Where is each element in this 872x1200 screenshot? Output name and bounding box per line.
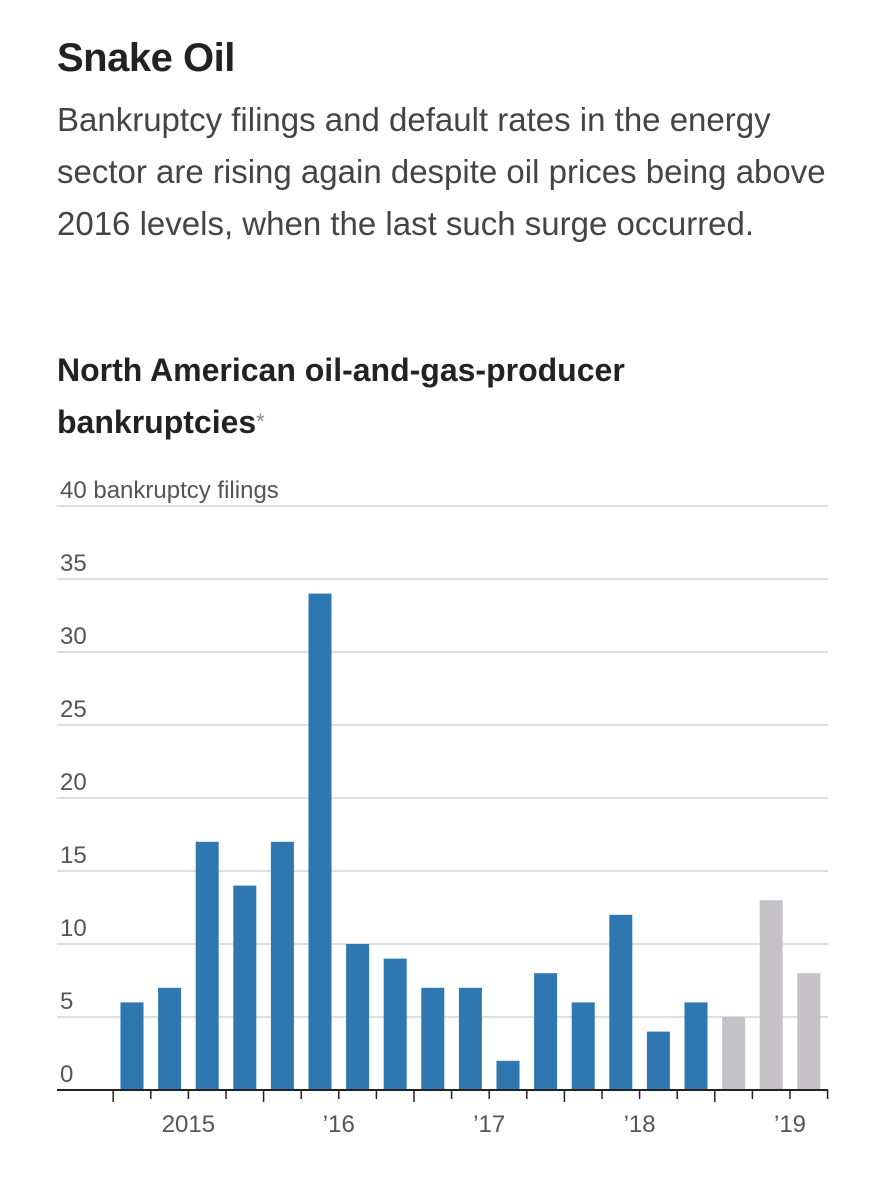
grid-lines bbox=[57, 505, 828, 1018]
x-tick-label-4: ’19 bbox=[774, 1111, 806, 1138]
y-tick-label-40: 40 bankruptcy filings bbox=[60, 477, 279, 504]
bar-2018-q1 bbox=[571, 1002, 595, 1090]
bar-2018-q4 bbox=[684, 1002, 708, 1090]
bar-2019-q3 bbox=[797, 973, 821, 1090]
y-tick-label-35: 35 bbox=[60, 550, 87, 577]
x-tick-label-3: ’18 bbox=[624, 1111, 656, 1138]
y-tick-label-5: 5 bbox=[60, 988, 73, 1015]
x-axis-labels: 2015 ’16 ’17 ’18 ’19 bbox=[162, 1111, 806, 1138]
bar-2015-q1 bbox=[120, 1002, 144, 1090]
y-tick-label-30: 30 bbox=[60, 623, 87, 650]
bar-2015-q3 bbox=[195, 841, 219, 1090]
bar-2016-q4 bbox=[383, 958, 407, 1090]
chart-title: North American oil-and-gas-producer bank… bbox=[57, 344, 817, 448]
bars bbox=[120, 593, 821, 1090]
bar-2016-q1 bbox=[270, 841, 294, 1090]
bar-2015-q4 bbox=[233, 885, 257, 1090]
bar-2015-q2 bbox=[158, 987, 182, 1090]
bar-2017-q4 bbox=[534, 973, 558, 1090]
bar-2017-q1 bbox=[421, 987, 445, 1090]
x-tick-label-2: ’17 bbox=[473, 1111, 505, 1138]
bar-2017-q3 bbox=[496, 1060, 520, 1090]
bar-2018-q3 bbox=[646, 1031, 670, 1090]
bar-2018-q2 bbox=[609, 914, 633, 1090]
bar-2019-q1 bbox=[722, 1017, 746, 1090]
bar-2019-q2 bbox=[759, 900, 783, 1090]
y-tick-label-25: 25 bbox=[60, 696, 87, 723]
x-axis bbox=[57, 1089, 829, 1102]
y-tick-label-20: 20 bbox=[60, 769, 87, 796]
bar-2017-q2 bbox=[458, 987, 482, 1090]
x-tick-label-1: ’16 bbox=[323, 1111, 355, 1138]
y-axis-labels: 0 5 10 15 20 25 30 35 40 bankruptcy filings bbox=[60, 477, 279, 1088]
bar-chart: 0 5 10 15 20 25 30 35 40 bankruptcy filings 2015… bbox=[57, 477, 829, 1138]
subtitle: Bankruptcy filings and default rates in … bbox=[57, 101, 826, 242]
x-tick-label-0: 2015 bbox=[162, 1111, 215, 1138]
bar-2016-q3 bbox=[346, 944, 370, 1090]
chart-title-text: North American oil-and-gas-producer bank… bbox=[57, 352, 625, 440]
bar-2016-q2 bbox=[308, 593, 332, 1090]
headline: Snake Oil bbox=[57, 36, 235, 80]
y-tick-label-10: 10 bbox=[60, 915, 87, 942]
chart-title-footnote-marker: * bbox=[256, 409, 265, 434]
y-tick-label-0: 0 bbox=[60, 1061, 73, 1088]
y-tick-label-15: 15 bbox=[60, 842, 87, 869]
